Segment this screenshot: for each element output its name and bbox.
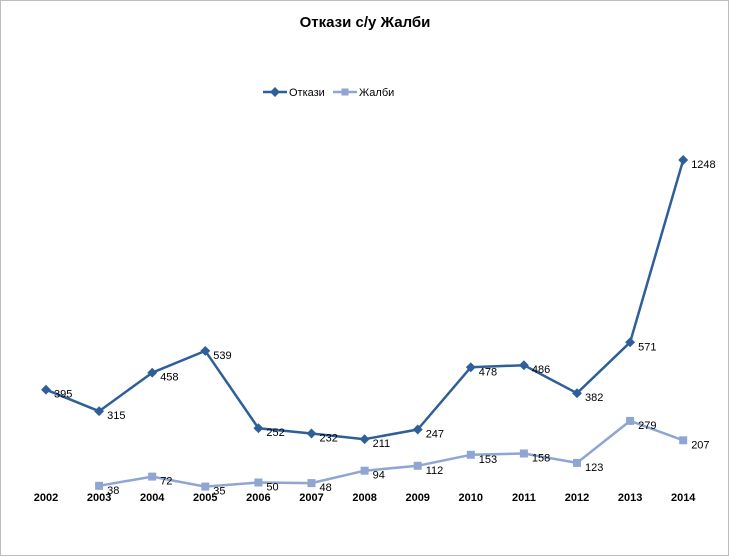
data-label-otkazi-2003: 315 <box>107 410 125 422</box>
marker-otkazi-2006 <box>253 423 264 434</box>
data-label-zhalbi-2014: 207 <box>691 439 709 451</box>
legend-label-zhalbi: Жалби <box>359 87 394 99</box>
marker-otkazi-2008 <box>359 434 370 445</box>
x-tick-label-2004: 2004 <box>140 492 165 504</box>
data-label-zhalbi-2003: 38 <box>107 485 119 497</box>
data-label-zhalbi-2013: 279 <box>638 420 656 432</box>
marker-otkazi-2011 <box>518 360 529 371</box>
data-label-otkazi-2002: 395 <box>54 389 72 401</box>
data-label-otkazi-2006: 252 <box>266 427 284 439</box>
x-tick-label-2010: 2010 <box>459 492 483 504</box>
data-label-zhalbi-2006: 50 <box>266 482 278 494</box>
marker-zhalbi-2004 <box>148 472 157 481</box>
plot-layer: 2002 2003 2004 2005 2006 2007 2008 2009 2010 2011… <box>34 155 716 504</box>
x-tick-label-2002: 2002 <box>34 492 58 504</box>
data-label-otkazi-2008: 211 <box>373 438 391 450</box>
marker-otkazi-2012 <box>572 388 582 399</box>
data-label-zhalbi-2007: 48 <box>320 482 332 494</box>
data-label-zhalbi-2010: 153 <box>479 454 497 466</box>
data-label-otkazi-2005: 539 <box>213 350 231 362</box>
data-label-otkazi-2012: 382 <box>585 392 603 404</box>
marker-otkazi-2002 <box>41 384 51 395</box>
data-label-zhalbi-2012: 123 <box>585 462 603 474</box>
marker-zhalbi-2003 <box>95 481 104 490</box>
marker-otkazi-2014 <box>678 155 689 165</box>
data-label-zhalbi-2009: 112 <box>426 465 444 477</box>
x-tick-label-2012: 2012 <box>565 492 589 504</box>
x-tick-label-2008: 2008 <box>352 492 376 504</box>
x-tick-label-2009: 2009 <box>405 492 429 504</box>
marker-otkazi-2007 <box>306 428 317 439</box>
x-tick-label-2014: 2014 <box>671 492 696 504</box>
marker-zhalbi-2011 <box>519 449 528 458</box>
marker-zhalbi-2012 <box>573 458 581 467</box>
marker-otkazi-2005 <box>200 345 211 356</box>
legend-marker-zhalbi <box>341 88 349 96</box>
data-label-otkazi-2014: 1248 <box>691 159 715 171</box>
legend: Откази Жалби <box>263 87 394 99</box>
marker-zhalbi-2005 <box>201 482 210 491</box>
x-tick-label-2003: 2003 <box>87 492 111 504</box>
marker-otkazi-2013 <box>625 337 636 348</box>
marker-zhalbi-2014 <box>679 436 688 445</box>
data-label-zhalbi-2008: 94 <box>373 470 385 482</box>
x-tick-label-2007: 2007 <box>299 492 323 504</box>
marker-otkazi-2009 <box>412 424 423 435</box>
legend-label-otkazi: Откази <box>289 87 325 99</box>
data-label-otkazi-2013: 571 <box>638 341 656 353</box>
data-label-zhalbi-2004: 72 <box>160 476 172 488</box>
data-label-zhalbi-2005: 35 <box>213 486 225 498</box>
x-tick-label-2011: 2011 <box>512 492 536 504</box>
chart-title: Откази с/у Жалби <box>300 14 431 31</box>
marker-otkazi-2004 <box>147 367 158 378</box>
data-label-zhalbi-2011: 158 <box>532 453 550 465</box>
legend-marker-otkazi <box>270 87 280 97</box>
x-tick-label-2013: 2013 <box>618 492 642 504</box>
series-line-zhalbi <box>98 419 684 488</box>
data-label-otkazi-2007: 232 <box>320 433 338 445</box>
x-tick-label-2005: 2005 <box>193 492 217 504</box>
data-label-otkazi-2004: 458 <box>160 372 178 384</box>
data-label-otkazi-2011: 486 <box>532 364 550 376</box>
data-label-otkazi-2010: 478 <box>479 366 497 378</box>
marker-otkazi-2010 <box>465 362 476 373</box>
x-tick-label-2006: 2006 <box>246 492 270 504</box>
data-label-otkazi-2009: 247 <box>426 429 444 441</box>
marker-zhalbi-2007 <box>307 479 316 488</box>
marker-zhalbi-2009 <box>413 461 422 470</box>
marker-zhalbi-2006 <box>254 478 263 487</box>
marker-zhalbi-2013 <box>626 416 635 425</box>
marker-zhalbi-2008 <box>360 466 369 475</box>
marker-zhalbi-2010 <box>466 450 475 459</box>
